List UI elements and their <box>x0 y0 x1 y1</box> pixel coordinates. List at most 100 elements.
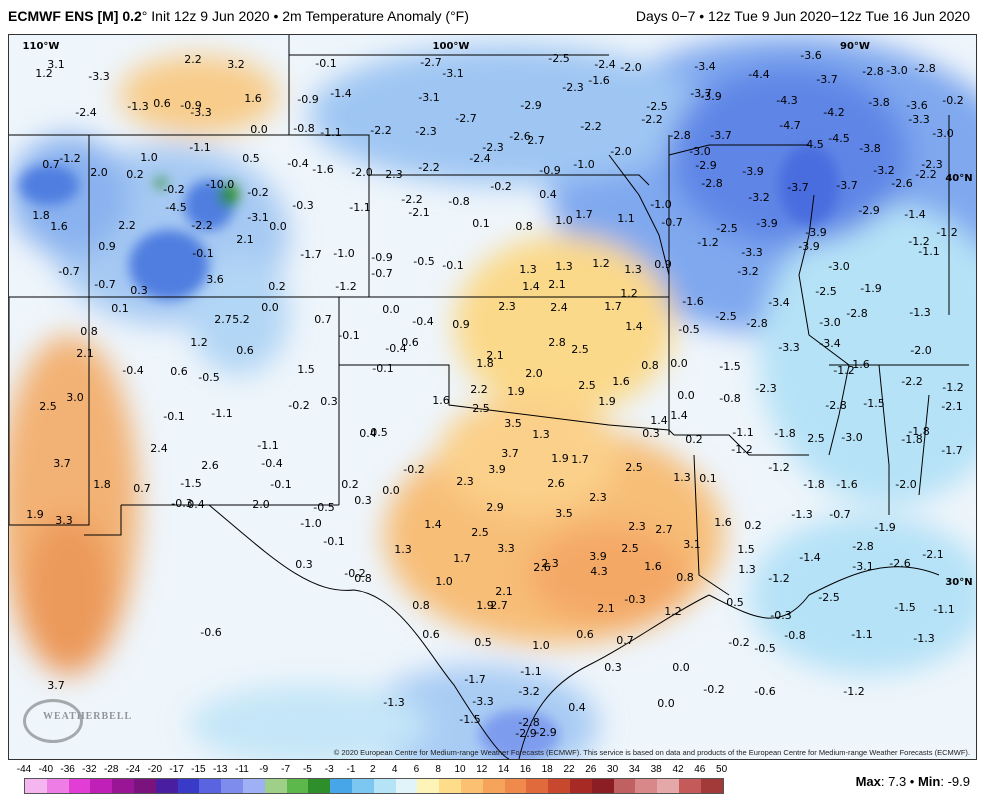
anomaly-value: -2.9 <box>535 726 556 739</box>
colorbar-tick-label: -9 <box>259 764 269 775</box>
anomaly-value: -3.4 <box>694 60 715 73</box>
colorbar-cell <box>678 779 701 793</box>
anomaly-value: 1.3 <box>673 471 691 484</box>
anomaly-value: 3.2 <box>227 58 245 71</box>
anomaly-value: -4.5 <box>828 132 849 145</box>
anomaly-value: 0.6 <box>153 97 171 110</box>
anomaly-value: 0.0 <box>269 220 287 233</box>
colorbar-cell <box>46 779 69 793</box>
anomaly-value: 0.2 <box>685 433 703 446</box>
anomaly-value: -0.1 <box>338 329 359 342</box>
colorbar-tick-label: 14 <box>498 764 510 775</box>
anomaly-value: 0.5 <box>726 596 744 609</box>
anomaly-value: -0.3 <box>292 199 313 212</box>
anomaly-value: 4.3 <box>590 565 608 578</box>
anomaly-value: -2.0 <box>895 478 916 491</box>
anomaly-value: -2.6 <box>891 177 912 190</box>
anomaly-value: 1.4 <box>625 320 643 333</box>
anomaly-value: 1.6 <box>612 375 630 388</box>
anomaly-value: 0.0 <box>382 484 400 497</box>
anomaly-value: -0.2 <box>288 399 309 412</box>
anomaly-value: 1.9 <box>551 452 569 465</box>
anomaly-value: -1.6 <box>848 358 869 371</box>
anomaly-value: 0.7 <box>314 313 332 326</box>
anomaly-value: -10.0 <box>206 178 234 191</box>
anomaly-value: -2.2 <box>580 120 601 133</box>
anomaly-value: -0.1 <box>270 478 291 491</box>
colorbar-tick-label: 50 <box>716 764 728 775</box>
anomaly-value: -3.6 <box>800 49 821 62</box>
valid-period: Days 0−7 • 12z Tue 9 Jun 2020−12z Tue 16… <box>635 8 970 24</box>
anomaly-value: 0.2 <box>268 280 286 293</box>
anomaly-value: -0.4 <box>412 315 433 328</box>
anomaly-value: -0.3 <box>624 593 645 606</box>
anomaly-value: 2.8 <box>548 336 566 349</box>
colorbar-tick-label: 4 <box>391 764 398 775</box>
anomaly-value: 2.7 <box>655 523 673 536</box>
colorbar-tick-label: -3 <box>324 764 334 775</box>
anomaly-value: 0.5 <box>474 636 492 649</box>
anomaly-value: -0.2 <box>403 463 424 476</box>
anomaly-value: 1.3 <box>519 263 537 276</box>
anomaly-value: -3.9 <box>700 90 721 103</box>
anomaly-value: 0.7 <box>133 482 151 495</box>
max-min-stats: Max: 7.3 • Min: -9.9 <box>855 774 970 789</box>
colorbar-cell <box>90 779 113 793</box>
anomaly-value: -0.4 <box>261 457 282 470</box>
colorbar-cell <box>330 779 352 793</box>
anomaly-value: -0.7 <box>371 267 392 280</box>
map-canvas: 3.11.2 -3.32.2 3.2 -0.1 -2.7 -2.5 -2.4 -2.0 -3.4… <box>9 35 976 759</box>
anomaly-value: -2.2 <box>370 124 391 137</box>
colorbar-cell <box>526 779 549 793</box>
anomaly-value: -3.8 <box>868 96 889 109</box>
anomaly-value: -1.6 <box>836 478 857 491</box>
anomaly-value: -0.1 <box>315 57 336 70</box>
logo-text: WEATHERBELL <box>43 711 133 722</box>
anomaly-value: 1.0 <box>140 151 158 164</box>
anomaly-value: 2.5 <box>472 402 490 415</box>
anomaly-value: 2.3 <box>628 520 646 533</box>
anomaly-value: 0.6 <box>401 336 419 349</box>
anomaly-value: -0.2 <box>163 183 184 196</box>
anomaly-value: -0.7 <box>661 216 682 229</box>
state-borders <box>9 35 969 759</box>
colorbar-cell <box>112 779 134 793</box>
anomaly-value: 0.2 <box>341 478 359 491</box>
anomaly-value: -2.5 <box>818 591 839 604</box>
anomaly-value: -0.5 <box>198 371 219 384</box>
anomaly-value: 2.7 <box>527 134 545 147</box>
anomaly-value: -2.5 <box>815 285 836 298</box>
anomaly-value: -1.2 <box>936 226 957 239</box>
colorbar-ticks: -44 -40 -36 -32 -28 -24 -20 -17 -15 -13 -11 -9 -7 -5-… <box>13 764 733 776</box>
anomaly-value: -3.7 <box>710 129 731 142</box>
anomaly-value: -1.3 <box>913 632 934 645</box>
colorbar-cell <box>25 779 47 793</box>
anomaly-value: -1.0 <box>573 158 594 171</box>
anomaly-value: -1.1 <box>732 426 753 439</box>
anomaly-value: 0.9 <box>654 258 672 271</box>
anomaly-value: 1.7 <box>604 300 622 313</box>
anomaly-map: 3.1 1.2 -3.3 2.2 3.2 -0.1 -2.7 -2.5 -2.4 -2.0 -3.4… <box>8 34 977 760</box>
anomaly-value: 0.8 <box>676 571 694 584</box>
anomaly-value: -3.3 <box>778 341 799 354</box>
anomaly-value: -0.2 <box>490 180 511 193</box>
anomaly-value: -3.8 <box>859 142 880 155</box>
anomaly-value: 1.4 <box>424 518 442 531</box>
anomaly-value: -1.5 <box>180 477 201 490</box>
colorbar-tick-label: 12 <box>476 764 488 775</box>
anomaly-value: -2.2 <box>915 168 936 181</box>
anomaly-value: -1.1 <box>918 245 939 258</box>
anomaly-value: -2.8 <box>701 177 722 190</box>
anomaly-value: 2.1 <box>236 233 254 246</box>
min-value: -9.9 <box>947 774 970 789</box>
anomaly-value: -3.0 <box>689 145 710 158</box>
anomaly-value: -3.1 <box>418 91 439 104</box>
anomaly-value: -1.1 <box>189 141 210 154</box>
anomaly-value: -0.4 <box>287 157 308 170</box>
graticule-labels: 110°W 100°W 90°W 40°N 30°N <box>23 41 973 588</box>
anomaly-value: -0.1 <box>192 247 213 260</box>
anomaly-value: 3.7 <box>501 447 519 460</box>
anomaly-value: 2.2 <box>470 383 488 396</box>
anomaly-value: 1.6 <box>50 220 68 233</box>
anomaly-value: -3.1 <box>247 211 268 224</box>
